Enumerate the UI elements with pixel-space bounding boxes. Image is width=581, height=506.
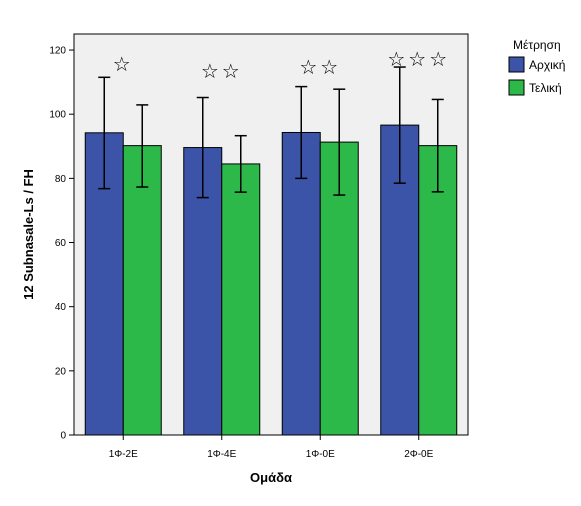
bar-final — [122, 145, 162, 436]
significance-stars: ☆☆ — [299, 55, 341, 79]
significance-stars: ☆☆ — [201, 59, 243, 83]
bar-final — [221, 163, 261, 436]
bar-final — [319, 141, 359, 436]
legend-swatch — [508, 56, 525, 73]
x-axis-title: Ομάδα — [250, 470, 292, 485]
y-tick-label: 120 — [49, 46, 66, 57]
legend-swatch — [508, 79, 525, 96]
x-tick-label: 2Φ-0E — [404, 449, 433, 460]
y-tick-label: 100 — [49, 110, 66, 121]
y-tick-label: 40 — [55, 302, 67, 313]
legend-label: Τελική — [529, 81, 562, 95]
significance-stars: ☆ — [113, 52, 134, 76]
legend: Μέτρηση Αρχική Τελική — [508, 38, 565, 96]
y-tick-label: 20 — [55, 366, 67, 377]
x-tick-label: 1Φ-4E — [207, 449, 236, 460]
legend-label: Αρχική — [529, 58, 565, 72]
significance-stars: ☆☆☆ — [387, 47, 450, 71]
bar-initial — [281, 131, 321, 436]
x-tick-label: 1Φ-2E — [109, 449, 138, 460]
y-axis-title: 12 Subnasale-Ls / FH — [21, 169, 36, 300]
bar-final — [418, 145, 458, 436]
y-tick-label: 0 — [60, 431, 66, 442]
legend-title: Μέτρηση — [513, 38, 561, 52]
x-tick-label: 1Φ-0E — [306, 449, 335, 460]
y-tick-label: 80 — [55, 174, 67, 185]
y-tick-label: 60 — [55, 238, 67, 249]
